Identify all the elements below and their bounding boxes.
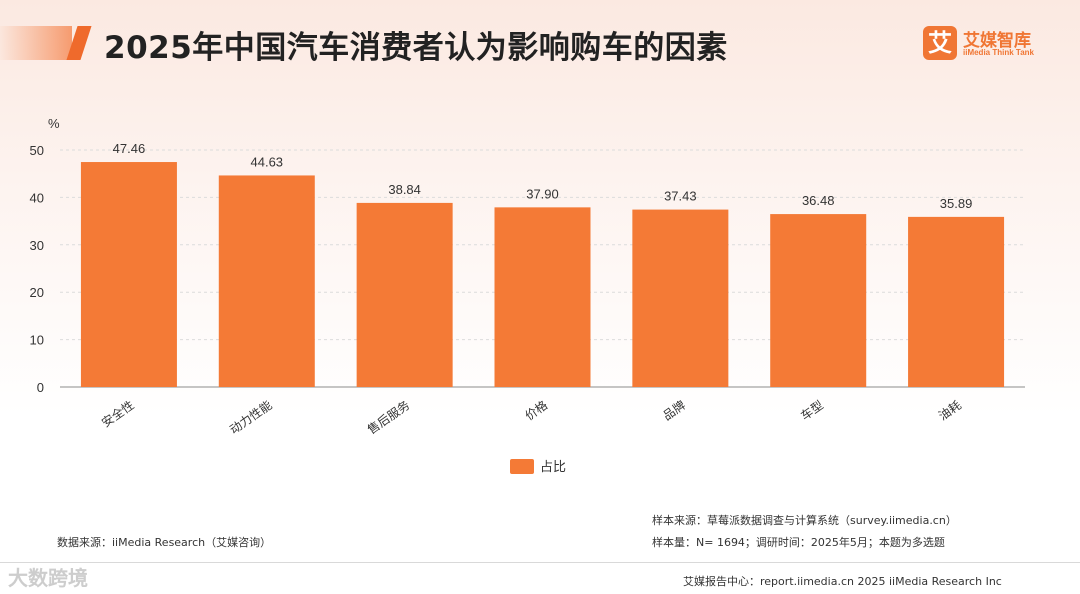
bar: [632, 209, 729, 387]
data-label: 47.46: [113, 141, 146, 156]
x-tick-label: 品牌: [660, 398, 688, 423]
brand-logo: 艾 艾媒智库 iiMedia Think Tank: [923, 26, 1043, 62]
data-label: 37.90: [526, 186, 559, 201]
bar: [494, 207, 591, 387]
logo-name-cn: 艾媒智库: [963, 31, 1031, 51]
sample-source: 样本来源：草莓派数据调查与计算系统（survey.iimedia.cn）: [652, 514, 957, 527]
y-tick-label: 30: [30, 238, 44, 253]
footer-divider: [0, 562, 1080, 563]
logo-mark-icon: 艾: [923, 26, 957, 60]
legend-swatch: [510, 459, 534, 474]
data-label: 44.63: [251, 154, 284, 169]
y-tick-label: 10: [30, 333, 44, 348]
data-label: 36.48: [802, 193, 835, 208]
data-label: 38.84: [388, 182, 421, 197]
bar: [80, 162, 177, 387]
bar: [356, 202, 453, 387]
bar: [908, 216, 1005, 387]
data-label: 35.89: [940, 196, 973, 211]
bar: [770, 214, 867, 387]
data-source: 数据来源：iiMedia Research（艾媒咨询）: [57, 536, 272, 549]
x-tick-label: 车型: [798, 397, 826, 423]
x-tick-label: 售后服务: [364, 397, 412, 437]
watermark: 大数跨境: [8, 566, 88, 590]
footer-text: 艾媒报告中心：report.iimedia.cn 2025 iiMedia Re…: [683, 575, 1002, 588]
y-tick-label: 0: [37, 380, 44, 395]
y-tick-label: 40: [30, 190, 44, 205]
page-title: 2025年中国汽车消费者认为影响购车的因素: [104, 30, 728, 66]
title-decoration: [0, 26, 72, 60]
x-tick-label: 安全性: [99, 397, 137, 430]
sample-info: 样本量：N= 1694；调研时间：2025年5月；本题为多选题: [652, 536, 945, 549]
y-tick-label: 50: [30, 143, 44, 158]
bar: [218, 175, 315, 387]
x-tick-label: 价格: [522, 397, 550, 423]
logo-name-en: iiMedia Think Tank: [963, 48, 1034, 57]
x-tick-label: 动力性能: [227, 398, 274, 437]
data-label: 37.43: [664, 189, 697, 204]
y-unit-label: %: [48, 116, 60, 131]
x-tick-label: 油耗: [936, 398, 964, 423]
y-tick-label: 20: [30, 285, 44, 300]
legend-label: 占比: [540, 460, 567, 475]
